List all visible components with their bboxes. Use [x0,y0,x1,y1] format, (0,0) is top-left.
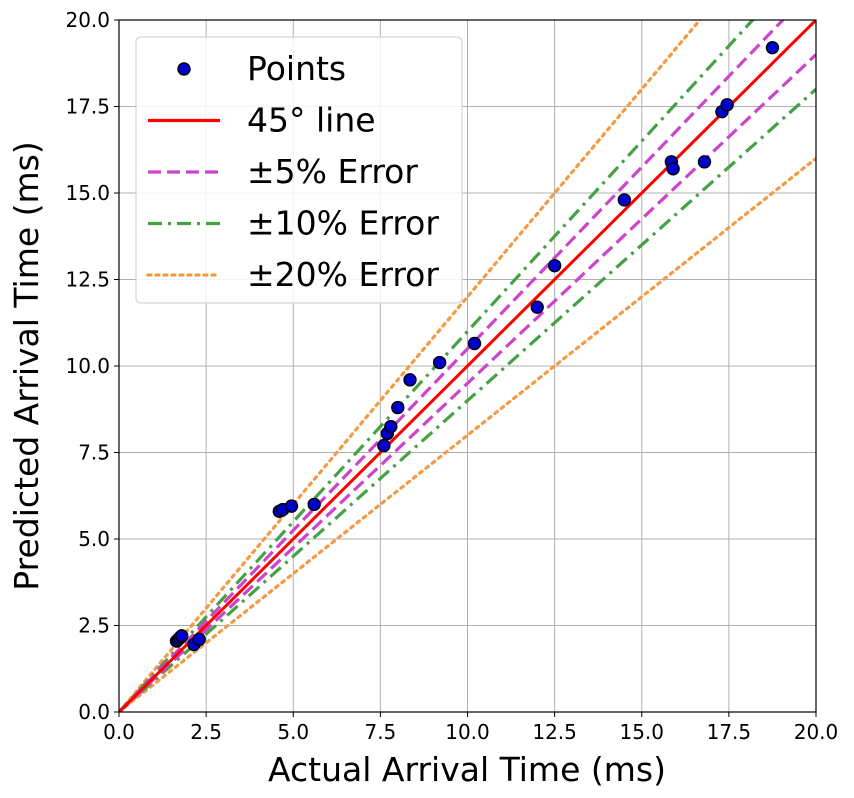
data-point [547,258,562,273]
plot-series [119,20,816,712]
y-tick-label: 2.5 [78,614,110,638]
y-tick-label: 0.0 [78,700,110,724]
legend-box [135,36,463,304]
data-point [666,162,680,176]
x-tick-label: 10.0 [445,720,490,744]
legend-label: ±20% Error [247,255,439,294]
data-point [284,499,299,513]
x-tick-label: 0.0 [103,720,135,744]
data-point [307,497,321,512]
legend: Points 45° line ±5% Error ±10% Error ±20% Er… [135,36,463,304]
x-tick-label: 17.5 [707,720,752,744]
axis-ticks: 0.0 2.5 5.0 7.5 10.0 12.5 15.0 17.5 20.0 0.0 2.5 5.… [65,8,838,744]
legend-label: ±10% Error [247,204,439,243]
data-point [377,438,391,453]
y-tick-label: 20.0 [65,8,110,32]
y-tick-label: 10.0 [65,354,110,378]
reference-line [119,20,786,712]
data-point [530,300,544,314]
data-point [391,400,405,415]
data-point [467,336,482,351]
y-tick-label: 17.5 [65,95,110,119]
data-point [384,419,398,434]
data-point [617,193,632,207]
y-tick-label: 7.5 [78,441,110,465]
x-axis-title: Actual Arrival Time (ms) [268,750,666,789]
data-point [192,632,206,647]
data-point [403,373,417,387]
data-point [697,155,712,169]
legend-marker [177,62,191,76]
y-tick-label: 15.0 [65,181,110,205]
x-tick-label: 12.5 [532,720,577,744]
legend-label: ±5% Error [247,152,418,191]
legend-label: 45° line [247,101,376,140]
y-axis-title: Predicted Arrival Time (ms) [7,141,46,590]
x-tick-label: 7.5 [364,720,396,744]
x-tick-label: 5.0 [277,720,309,744]
y-tick-label: 12.5 [65,268,110,292]
reference-line [119,20,816,712]
data-point [765,40,780,55]
x-tick-label: 2.5 [190,720,222,744]
y-tick-label: 5.0 [78,527,110,551]
x-tick-label: 20.0 [794,720,839,744]
legend-label: Points [247,49,346,88]
reference-line [119,88,816,712]
data-point [720,98,734,112]
data-point [432,355,447,370]
x-tick-label: 15.0 [619,720,664,744]
data-point [175,629,189,643]
reference-line [119,156,816,712]
